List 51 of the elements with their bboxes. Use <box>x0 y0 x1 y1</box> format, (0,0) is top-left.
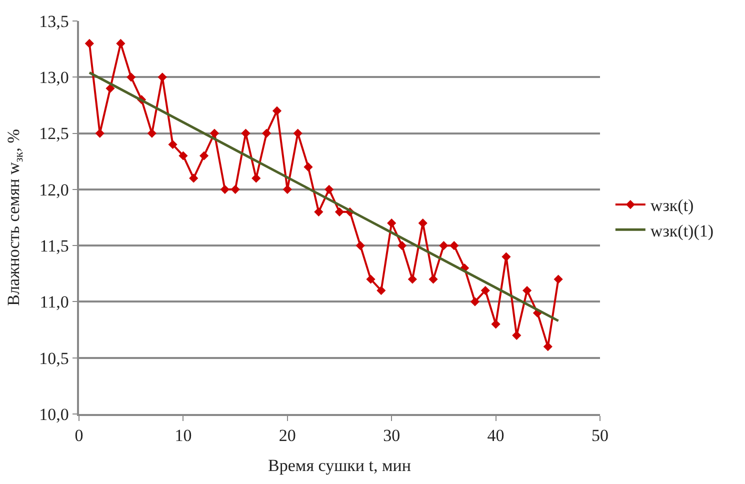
y-tick-label: 13,0 <box>39 68 69 88</box>
point <box>116 38 126 48</box>
point <box>522 286 532 296</box>
y-tick-label: 11,0 <box>40 292 69 312</box>
point <box>334 207 344 216</box>
point <box>304 162 313 172</box>
point <box>408 274 417 284</box>
point <box>178 151 188 160</box>
x-tick-label: 40 <box>487 426 504 446</box>
point <box>189 174 198 183</box>
point <box>230 184 240 194</box>
point <box>470 297 480 306</box>
y-tick-label: 11,5 <box>40 236 69 256</box>
point <box>252 174 261 183</box>
y-tick-label: 13,5 <box>39 12 69 31</box>
x-tick-label: 50 <box>592 426 608 446</box>
point <box>439 241 448 250</box>
point <box>543 342 552 352</box>
point <box>199 151 209 160</box>
point <box>220 184 230 194</box>
point <box>356 241 365 250</box>
x-axis-title: Время сушки t, мин <box>268 456 411 476</box>
point <box>366 274 376 284</box>
point <box>314 207 324 216</box>
point <box>262 128 272 138</box>
point <box>376 286 386 296</box>
y-tick-label: 12,0 <box>39 180 69 200</box>
point <box>387 218 396 228</box>
point <box>84 38 94 48</box>
x-tick-label: 30 <box>383 426 400 446</box>
point <box>210 128 220 138</box>
point <box>126 72 136 82</box>
point <box>397 241 407 250</box>
point <box>450 241 459 250</box>
x-tick-label: 10 <box>174 426 192 446</box>
point <box>106 84 115 93</box>
point <box>168 140 178 150</box>
point <box>480 286 490 296</box>
point <box>428 274 438 284</box>
point <box>491 320 500 329</box>
point <box>272 106 282 116</box>
x-tick-label: 0 <box>74 426 84 446</box>
point <box>147 128 156 138</box>
y-tick-label: 10,5 <box>39 348 69 368</box>
legend-label: wзк(t) <box>650 196 694 216</box>
point <box>324 184 334 194</box>
y-tick-label: 10,0 <box>39 404 69 424</box>
x-tick-label: 20 <box>278 426 296 446</box>
point <box>554 274 563 284</box>
legend-label: wзк(t)(1) <box>650 221 714 240</box>
y-tick-label: 12,5 <box>39 124 69 144</box>
